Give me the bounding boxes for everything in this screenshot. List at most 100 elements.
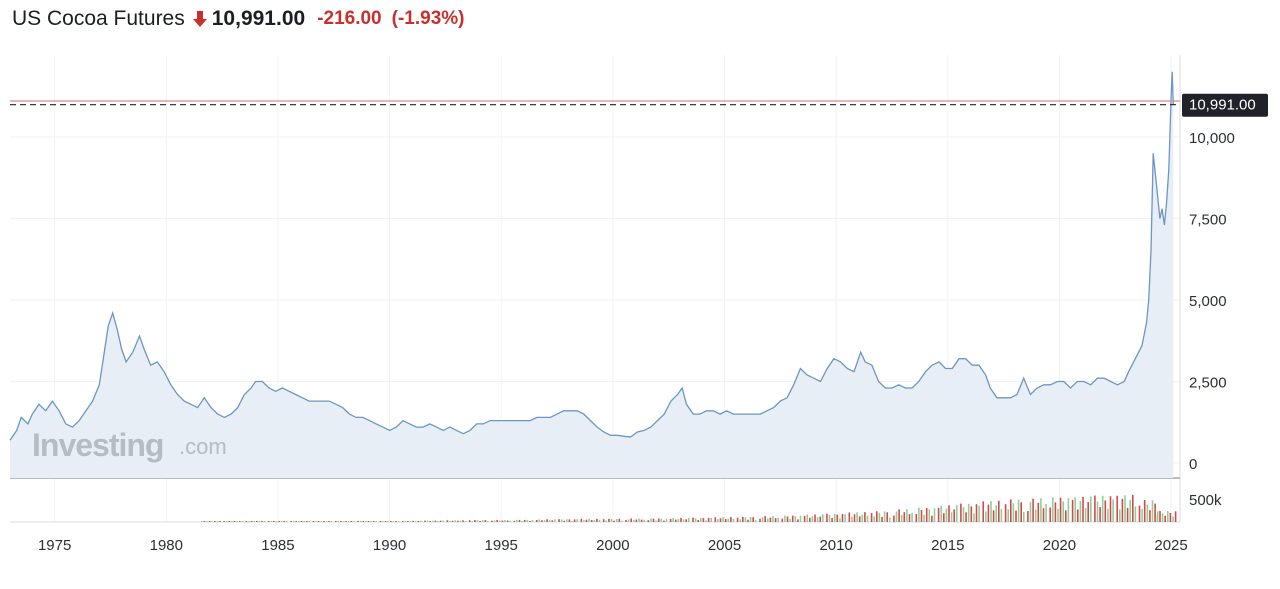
volume-bar — [797, 519, 799, 522]
volume-bar — [362, 521, 365, 522]
volume-bar — [650, 518, 652, 522]
volume-bar — [464, 520, 467, 522]
volume-bar — [323, 521, 325, 522]
x-tick-label: 2015 — [931, 537, 964, 554]
volume-axis-label: 500k — [1189, 492, 1222, 509]
volume-bar — [836, 514, 839, 522]
volume-bar — [1062, 501, 1064, 522]
volume-bar — [833, 513, 836, 522]
volume-bar — [937, 507, 940, 522]
volume-bar — [791, 515, 794, 522]
volume-bar — [789, 519, 791, 522]
volume-bar — [573, 519, 576, 522]
volume-bar — [736, 517, 739, 522]
volume-bar — [618, 518, 621, 522]
volume-bar — [1032, 498, 1034, 522]
x-tick-label: 2005 — [708, 537, 741, 554]
volume-bar — [995, 505, 997, 522]
volume-bar — [1169, 513, 1172, 522]
quote-header: US Cocoa Futures 10,991.00 -216.00 (-1.9… — [12, 4, 465, 34]
volume-bar — [203, 521, 206, 522]
volume-bar — [283, 521, 286, 522]
volume-bar — [516, 519, 518, 522]
volume-bar — [308, 521, 311, 522]
volume-bar — [809, 517, 811, 522]
volume-bar — [404, 520, 407, 522]
volume-bar — [1161, 513, 1164, 522]
volume-bar — [1057, 508, 1059, 522]
volume-bar — [764, 516, 766, 522]
watermark-brand: Investing — [32, 427, 163, 463]
volume-bar — [950, 512, 953, 522]
volume-bar — [895, 511, 898, 522]
volume-bar — [781, 518, 784, 522]
volume-bar — [719, 518, 722, 522]
volume-bar — [238, 521, 241, 522]
volume-bar — [1090, 496, 1092, 522]
volume-bar — [261, 521, 263, 522]
volume-bar — [278, 521, 280, 522]
volume-bar — [506, 520, 509, 522]
volume-bar — [375, 521, 378, 522]
volume-bar — [828, 515, 831, 522]
volume-bar — [663, 520, 665, 522]
volume-bar — [295, 521, 298, 522]
volume-bar — [747, 519, 749, 522]
volume-bar — [462, 520, 464, 522]
volume-bar — [956, 505, 958, 522]
volume-bar — [722, 517, 724, 522]
volume-bar — [1121, 498, 1124, 522]
volume-bar — [943, 513, 945, 522]
volume-bar — [992, 510, 995, 522]
volume-bar — [211, 521, 213, 522]
volume-bar — [504, 519, 506, 522]
volume-bar — [1134, 506, 1137, 522]
volume-bar — [688, 518, 690, 522]
volume-bar — [568, 519, 571, 522]
volume-bar — [219, 521, 221, 522]
watermark-suffix: .com — [179, 434, 227, 459]
volume-bar — [1027, 511, 1029, 522]
volume-bar — [1141, 508, 1143, 522]
volume-bar — [337, 521, 340, 522]
volume-bar — [1010, 499, 1012, 522]
volume-bar — [866, 515, 869, 522]
volume-bar — [727, 518, 730, 522]
volume-bar — [245, 521, 248, 522]
volume-bar — [370, 521, 372, 522]
volume-bar — [677, 519, 680, 522]
volume-bar — [998, 500, 1000, 522]
volume-bar — [816, 517, 819, 522]
volume-bar — [347, 521, 350, 522]
volume-bar — [960, 503, 962, 522]
volume-bar — [608, 518, 610, 522]
volume-bar — [225, 521, 228, 522]
volume-bar — [509, 520, 511, 522]
volume-bar — [730, 517, 732, 522]
volume-bar — [298, 521, 300, 522]
volume-bar — [1132, 494, 1134, 522]
x-tick-label: 1995 — [485, 537, 518, 554]
volume-bar — [908, 514, 911, 522]
volume-bar — [273, 521, 275, 522]
volume-bar — [481, 520, 484, 522]
volume-bar — [1071, 499, 1074, 522]
volume-pane — [201, 494, 1177, 522]
volume-bar — [861, 514, 864, 522]
volume-bar — [925, 507, 928, 522]
volume-bar — [300, 521, 303, 522]
volume-bar — [856, 512, 858, 522]
volume-bar — [749, 517, 752, 522]
volume-bar — [1045, 504, 1047, 522]
volume-bar — [201, 521, 203, 522]
volume-bar — [878, 512, 881, 522]
volume-bar — [558, 519, 560, 522]
volume-bar — [811, 516, 814, 522]
y-tick-label: 10,000 — [1189, 130, 1235, 147]
volume-bar — [387, 521, 389, 522]
volume-bar — [1101, 495, 1104, 522]
volume-bar — [694, 518, 697, 522]
volume-bar — [1151, 500, 1154, 522]
volume-bar — [680, 518, 682, 522]
